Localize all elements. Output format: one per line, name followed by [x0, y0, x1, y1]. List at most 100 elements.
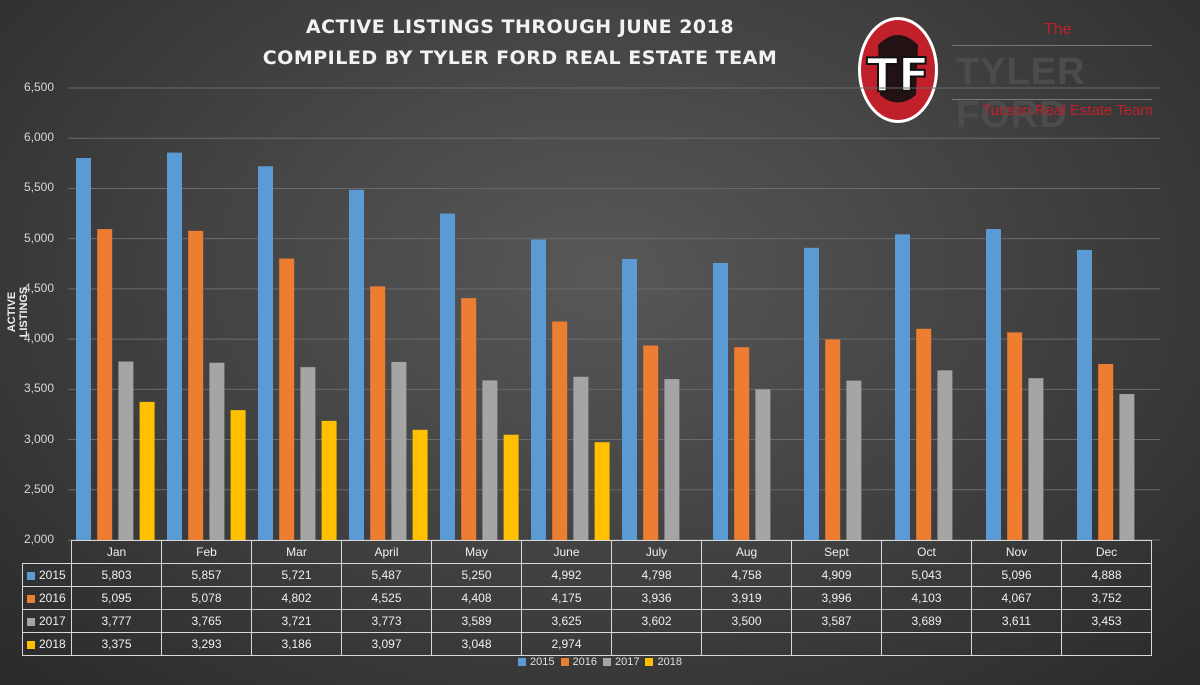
y-tick-label: 4,500 [23, 280, 54, 295]
series-label: 2018 [22, 632, 72, 656]
bar-2015-dec [1077, 249, 1092, 540]
data-label: 2,974 [521, 632, 612, 656]
series-swatch [27, 571, 35, 580]
data-label: 3,936 [611, 586, 702, 610]
y-tick-label: 2,000 [23, 532, 54, 546]
data-label: 3,293 [161, 632, 252, 656]
series-swatch [27, 594, 35, 603]
data-label: 4,802 [251, 586, 342, 610]
bar-2016-april [370, 286, 386, 540]
bar-2015-may [440, 213, 455, 541]
data-label: 5,857 [161, 563, 252, 587]
legend-item-2017: 2017 [603, 656, 639, 668]
data-label [881, 632, 972, 656]
data-label: 3,500 [701, 609, 792, 633]
bar-2017-april [391, 361, 407, 540]
bar-2015-sept [804, 247, 819, 540]
data-label: 3,773 [341, 609, 432, 633]
tyler-ford-logo: TF The TYLER FORD Tucson Real Estate Tea… [856, 15, 1166, 136]
data-label: 4,175 [521, 586, 612, 610]
series-label: 2015 [22, 563, 72, 587]
bar-2017-feb [209, 362, 225, 540]
data-label: 4,103 [881, 586, 972, 610]
data-label: 3,625 [521, 609, 612, 633]
y-tick-label: 5,500 [23, 180, 54, 195]
data-label: 4,067 [971, 586, 1062, 610]
bar-2015-mar [258, 166, 273, 540]
bar-2018-june [594, 442, 610, 540]
logo-divider [952, 99, 1152, 100]
y-tick-label: 3,500 [23, 381, 54, 396]
legend-swatch [560, 658, 569, 667]
data-label: 5,043 [881, 563, 972, 587]
data-label: 5,721 [251, 563, 342, 587]
legend-item-2018: 2018 [645, 656, 682, 668]
bar-2017-sept [846, 380, 862, 540]
bar-2016-sept [825, 339, 841, 540]
bar-2018-feb [230, 410, 246, 540]
x-tick-label: June [521, 540, 612, 564]
bar-2016-june [552, 321, 568, 540]
x-tick-label: Jan [71, 540, 162, 564]
bar-2017-oct [937, 370, 953, 540]
data-label: 3,589 [431, 609, 522, 633]
tf-monogram-icon: TF [858, 17, 938, 123]
table-row: 2015 5,803 5,857 5,721 5,487 5,250 4,992 4,798 4… [22, 563, 1152, 587]
bar-2015-july [622, 258, 637, 540]
x-tick-label: April [341, 540, 432, 564]
bar-2016-nov [1007, 332, 1023, 540]
data-label: 4,992 [521, 563, 612, 587]
bar-2018-jan [139, 401, 155, 540]
x-tick-label: July [611, 540, 702, 564]
data-label [791, 632, 882, 656]
bar-2016-aug [734, 347, 750, 540]
table-row: 2017 3,777 3,765 3,721 3,773 3,589 3,625 3,602 3… [22, 609, 1152, 633]
data-label: 3,587 [791, 609, 882, 633]
logo-name: TYLER FORD [956, 51, 1086, 136]
data-label: 4,888 [1061, 563, 1152, 587]
x-tick-label: Mar [251, 540, 342, 564]
data-label: 3,602 [611, 609, 702, 633]
bar-2017-july [664, 379, 680, 540]
data-label: 3,996 [791, 586, 882, 610]
bar-2015-jan [76, 158, 91, 541]
table-row: 2018 3,375 3,293 3,186 3,097 3,048 2,974 [22, 632, 1152, 656]
logo-the: The [1044, 21, 1072, 38]
y-tick-label: 2,500 [23, 481, 54, 496]
bar-2015-june [531, 239, 546, 540]
legend-item-2016: 2016 [560, 656, 597, 668]
data-label: 4,525 [341, 586, 432, 610]
legend-swatch [645, 658, 654, 667]
data-label: 3,097 [341, 632, 432, 656]
y-tick-label: 6,000 [23, 130, 54, 145]
data-label: 4,408 [431, 586, 522, 610]
bar-2017-mar [300, 367, 316, 540]
series-label: 2017 [22, 609, 72, 633]
bar-2015-feb [167, 152, 182, 540]
data-label: 5,078 [161, 586, 252, 610]
bar-2017-jan [118, 361, 134, 540]
title-line-2: COMPILED BY TYLER FORD REAL ESTATE TEAM [262, 47, 778, 69]
data-label: 3,689 [881, 609, 972, 633]
data-label: 3,048 [431, 632, 522, 656]
bar-2015-aug [713, 262, 728, 540]
data-table: Jan Feb Mar April May June July Aug Sept Oct Nov De… [22, 540, 1152, 656]
x-tick-label: Aug [701, 540, 792, 564]
legend-item-2015: 2015 [518, 656, 555, 668]
data-label: 3,611 [971, 609, 1062, 633]
bar-2015-nov [986, 229, 1001, 541]
data-label [1061, 632, 1152, 656]
data-label: 5,487 [341, 563, 432, 587]
data-label: 5,096 [971, 563, 1062, 587]
data-label: 3,752 [1061, 586, 1152, 610]
data-label: 5,095 [71, 586, 162, 610]
bar-2016-july [643, 345, 659, 540]
x-tick-label: Sept [791, 540, 882, 564]
bar-2016-feb [188, 230, 204, 540]
data-label: 4,758 [701, 563, 792, 587]
bar-2017-may [482, 380, 498, 540]
data-label [701, 632, 792, 656]
bar-2017-june [573, 376, 589, 540]
series-swatch [27, 640, 35, 649]
